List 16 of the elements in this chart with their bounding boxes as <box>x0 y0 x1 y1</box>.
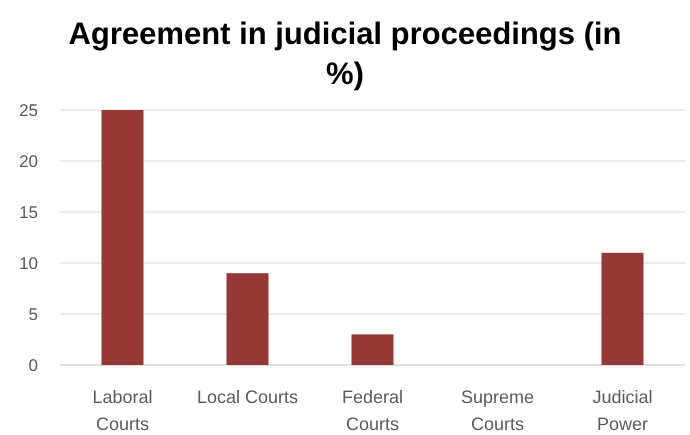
y-tick-label: 10 <box>19 254 38 273</box>
x-tick-label: Laboral Courts <box>92 387 153 434</box>
y-tick-label: 5 <box>28 304 38 324</box>
bar <box>102 110 144 365</box>
x-tick-label: Supreme Courts <box>460 387 534 434</box>
y-tick-label: 0 <box>28 356 38 375</box>
bar <box>352 334 394 365</box>
y-tick-label: 20 <box>19 152 38 171</box>
chart-title: Agreement in judicial proceedings (in %) <box>68 16 622 91</box>
x-tick-label: Local Courts <box>196 387 298 407</box>
x-tick-label: Federal Courts <box>342 387 404 434</box>
x-tick-label: Judicial Power <box>592 387 653 434</box>
bar <box>602 252 644 365</box>
y-tick-label: 25 <box>19 100 38 120</box>
y-tick-label: 15 <box>19 202 38 222</box>
bar <box>226 273 268 365</box>
